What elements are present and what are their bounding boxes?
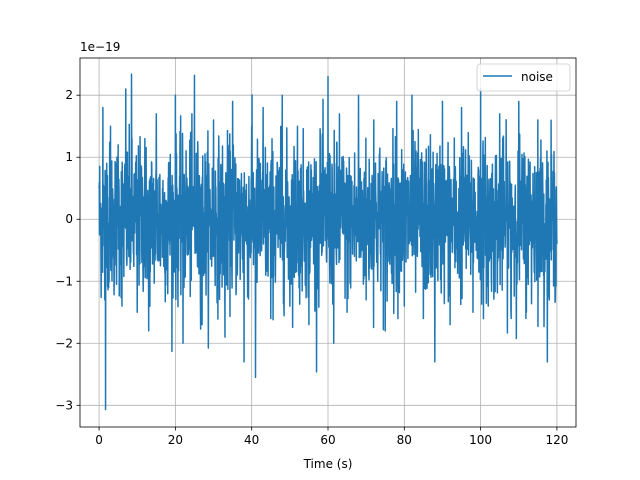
x-tick-label: 40 — [244, 433, 259, 447]
y-tick-label: −2 — [55, 336, 73, 350]
legend: noise — [476, 63, 571, 92]
y-tick-label: −3 — [55, 398, 73, 412]
y-tick-label: 2 — [65, 88, 73, 102]
y-tick-label: −1 — [55, 274, 73, 288]
x-axis-label: Time (s) — [303, 457, 353, 471]
y-tick-label: 1 — [65, 150, 73, 164]
x-tick-label: 60 — [320, 433, 335, 447]
series-layer — [98, 73, 558, 411]
x-tick-label: 100 — [469, 433, 492, 447]
x-tick-label: 120 — [545, 433, 568, 447]
x-axis: 0 20 40 60 80 100 120 — [95, 427, 568, 447]
legend-label-noise: noise — [521, 70, 553, 84]
plot-area — [98, 73, 558, 411]
legend-box — [476, 63, 571, 92]
x-tick-label: 20 — [168, 433, 183, 447]
y-tick-label: 0 — [65, 212, 73, 226]
series-line-noise — [98, 73, 558, 411]
y-offset-text: 1e−19 — [80, 40, 120, 54]
x-tick-label: 80 — [397, 433, 412, 447]
x-tick-label: 0 — [95, 433, 103, 447]
y-axis: −3 −2 −1 0 1 2 — [55, 88, 80, 412]
